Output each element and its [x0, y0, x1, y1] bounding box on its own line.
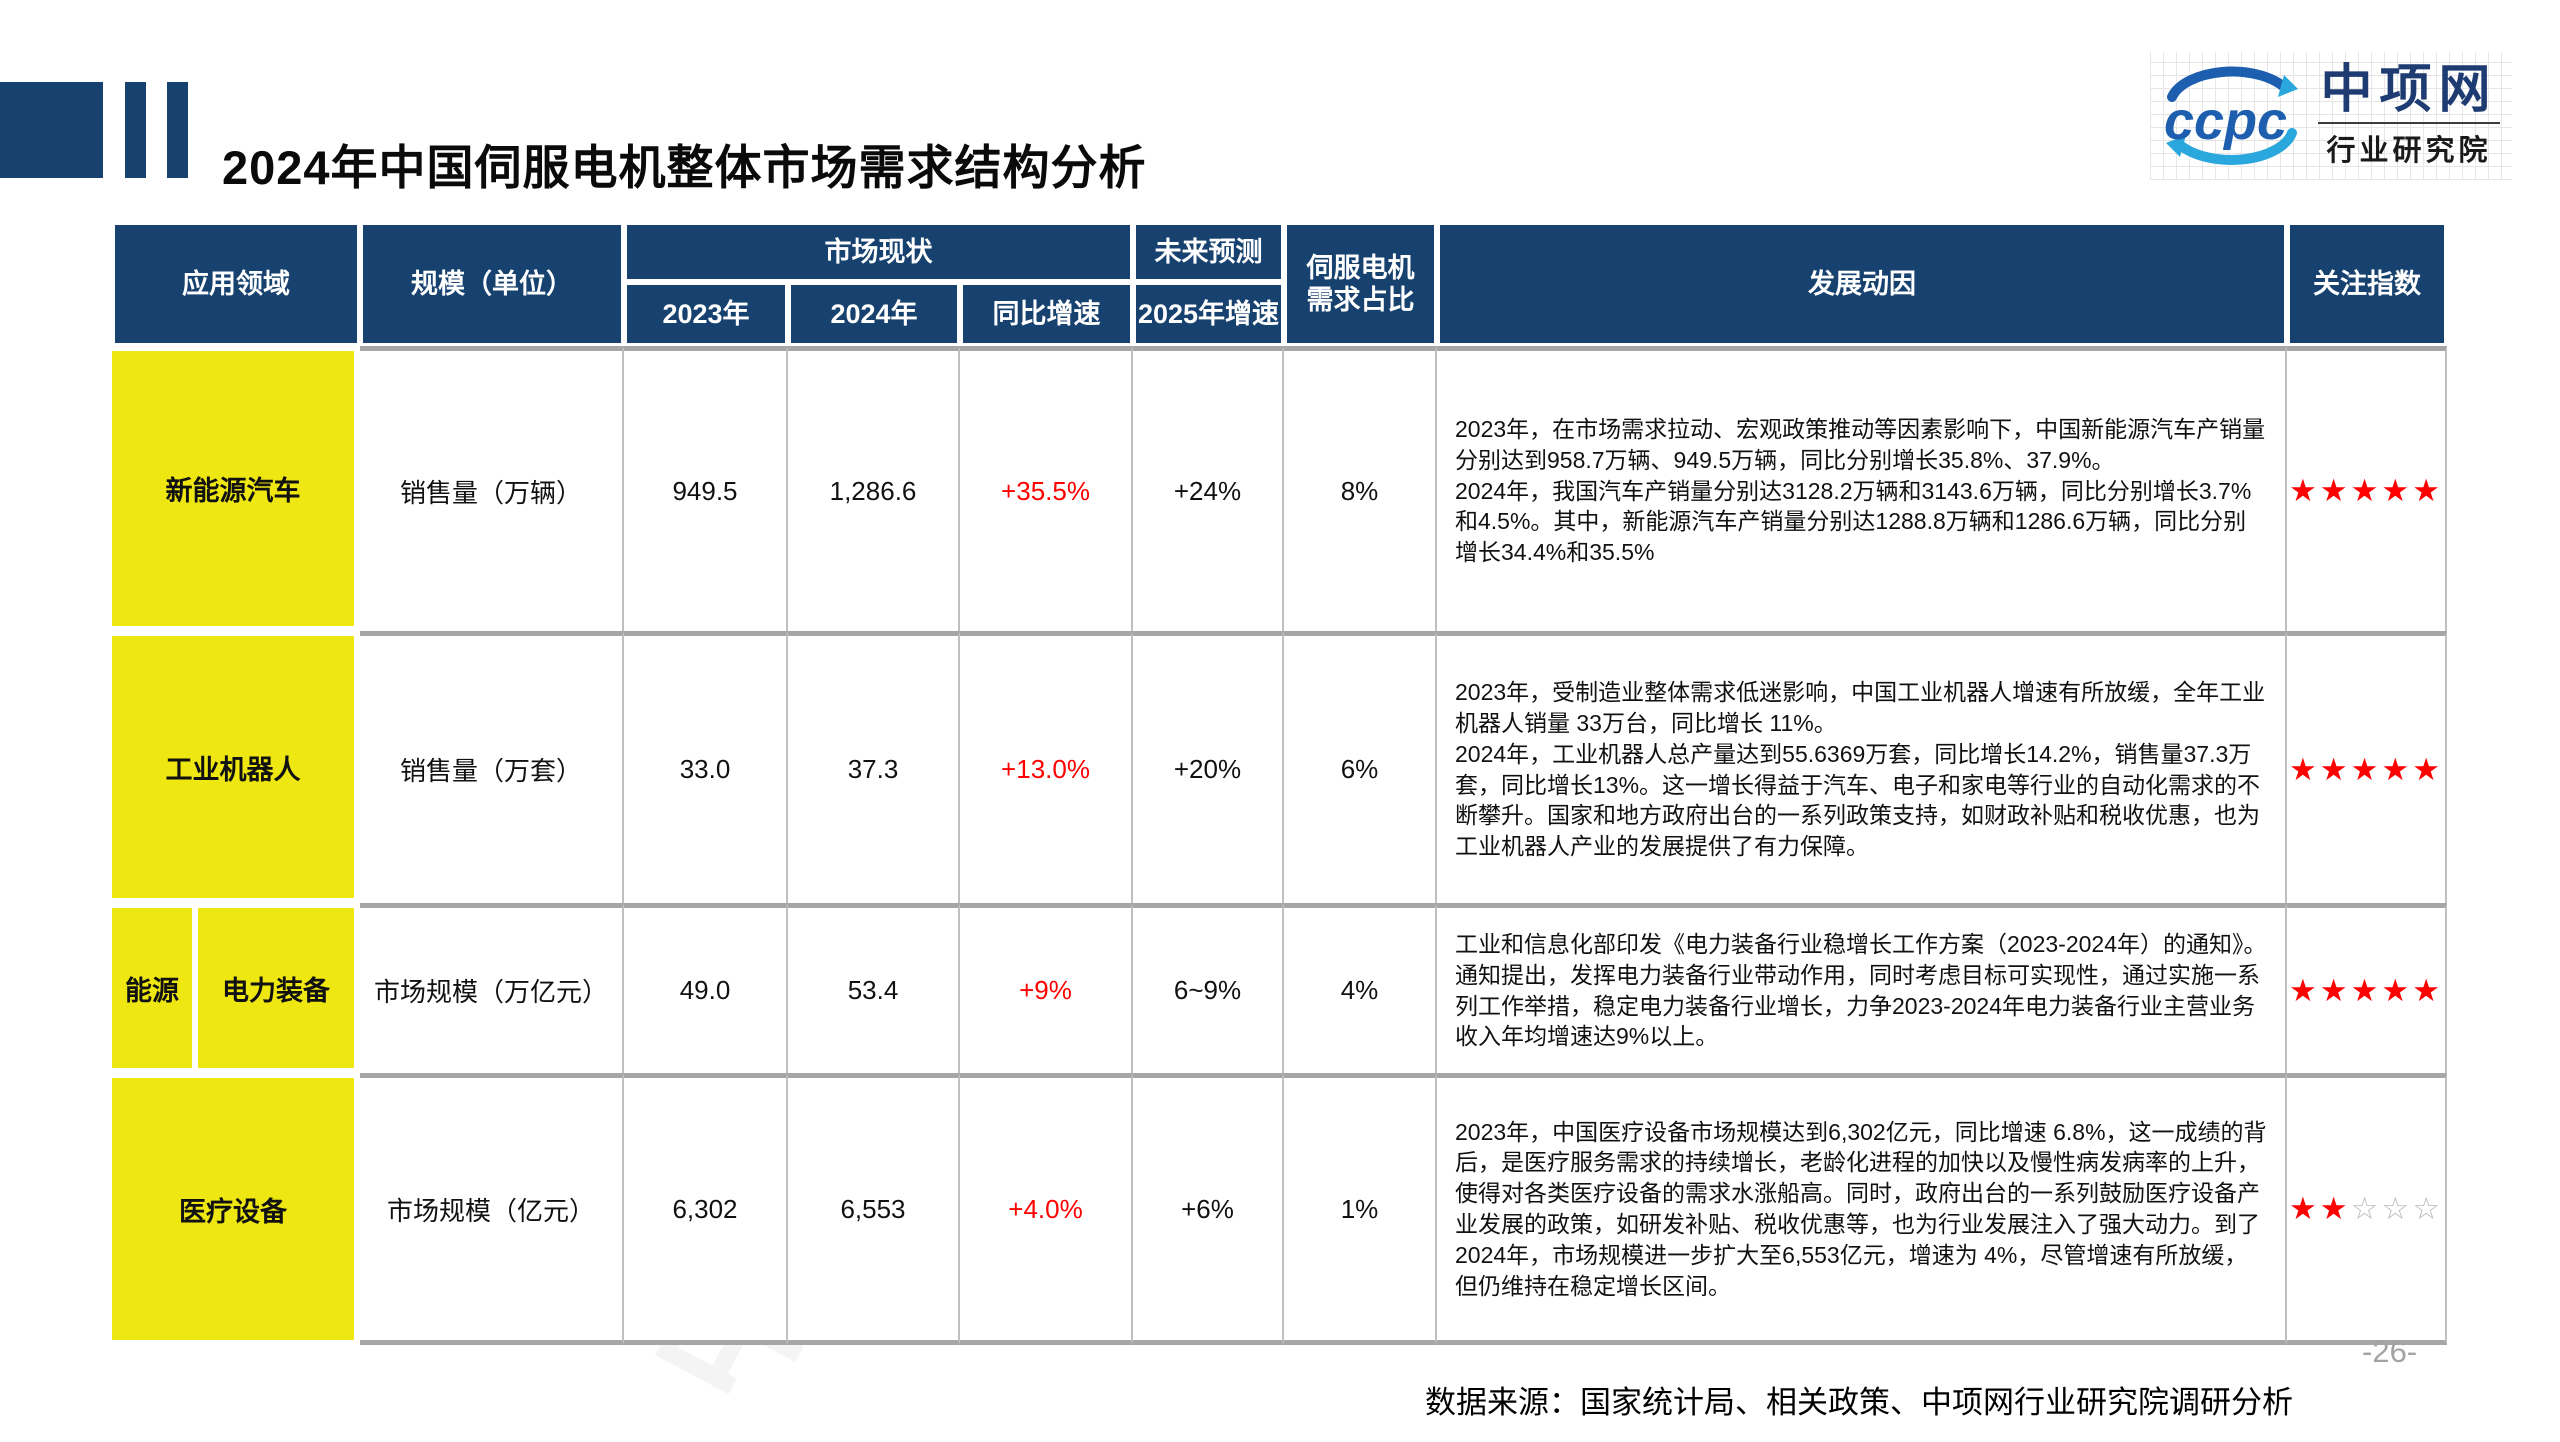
star-icon: ★ — [2412, 972, 2443, 1008]
value-2023: 33.0 — [624, 631, 788, 903]
category-label: 新能源汽车 — [112, 351, 354, 626]
table-row-category-cell: 医疗设备 — [112, 1073, 360, 1345]
logo-text-block: 中项网 行业研究院 — [2318, 63, 2500, 170]
data-source-note: 数据来源：国家统计局、相关政策、中项网行业研究院调研分析 — [1425, 1385, 2293, 1420]
value-servo-share: 4% — [1284, 903, 1437, 1073]
header-2024: 2024年 — [788, 282, 960, 346]
star-icon: ★ — [2381, 751, 2413, 787]
star-icon: ★ — [2319, 473, 2351, 508]
attention-stars: ★★★★★ — [2287, 346, 2447, 631]
category-label: 医疗设备 — [112, 1078, 354, 1340]
table-row-category-cell: 新能源汽车 — [112, 346, 360, 631]
star-icon: ★ — [2289, 473, 2320, 508]
star-icon: ★ — [2289, 751, 2320, 787]
star-icon: ★ — [2319, 972, 2351, 1008]
category-label: 电力装备 — [198, 908, 354, 1068]
header-2023: 2023年 — [624, 282, 788, 346]
star-icon: ☆ — [2350, 1191, 2382, 1226]
title-decor-bar-2 — [167, 82, 188, 178]
value-2025-growth: +6% — [1133, 1073, 1284, 1345]
star-rating: ★★★★★ — [2289, 473, 2443, 509]
title-decor-block — [0, 82, 103, 178]
header-yoy: 同比增速 — [960, 282, 1133, 346]
value-servo-share: 1% — [1284, 1073, 1437, 1345]
star-icon: ☆ — [2412, 1191, 2443, 1226]
value-2023: 6,302 — [624, 1073, 788, 1345]
scale-cell: 市场规模（万亿元） — [360, 903, 624, 1073]
page-title: 2024年中国伺服电机整体市场需求结构分析 — [222, 141, 1147, 195]
value-yoy: +9% — [960, 903, 1133, 1073]
header-scale: 规模（单位） — [360, 222, 624, 346]
header-servo-share-label: 伺服电机需求占比 — [1306, 252, 1415, 315]
header-servo-share: 伺服电机需求占比 — [1284, 222, 1437, 346]
attention-stars: ★★☆☆☆ — [2287, 1073, 2447, 1345]
page-number: -26- — [2362, 1334, 2418, 1369]
ccpc-cycle-icon: ccpc — [2164, 66, 2298, 165]
header-2025-growth: 2025年增速 — [1133, 282, 1284, 346]
header-market-status: 市场现状 — [624, 222, 1133, 282]
market-table: 应用领域 规模（单位） 市场现状 未来预测 伺服电机需求占比 发展动因 关注指数… — [112, 222, 2447, 1345]
value-2023: 949.5 — [624, 346, 788, 631]
value-2024: 1,286.6 — [788, 346, 960, 631]
category-label: 工业机器人 — [112, 636, 354, 898]
value-2025-growth: +20% — [1133, 631, 1284, 903]
scale-cell: 销售量（万辆） — [360, 346, 624, 631]
scale-cell: 市场规模（亿元） — [360, 1073, 624, 1345]
star-icon: ★ — [2412, 751, 2443, 787]
value-2023: 49.0 — [624, 903, 788, 1073]
scale-cell: 销售量（万套） — [360, 631, 624, 903]
value-servo-share: 8% — [1284, 346, 1437, 631]
header-driver: 发展动因 — [1437, 222, 2287, 346]
value-2025-growth: +24% — [1133, 346, 1284, 631]
value-servo-share: 6% — [1284, 631, 1437, 903]
star-icon: ★ — [2350, 751, 2382, 787]
star-icon: ★ — [2319, 751, 2351, 787]
header-attention: 关注指数 — [2287, 222, 2447, 346]
value-yoy: +13.0% — [960, 631, 1133, 903]
category-prefix-label: 能源 — [112, 908, 192, 1068]
value-2024: 6,553 — [788, 1073, 960, 1345]
value-yoy: +4.0% — [960, 1073, 1133, 1345]
logo-divider — [2318, 122, 2500, 125]
header-application: 应用领域 — [112, 222, 360, 346]
star-icon: ★ — [2350, 972, 2382, 1008]
star-icon: ★ — [2289, 972, 2320, 1008]
driver-text: 工业和信息化部印发《电力装备行业稳增长工作方案（2023-2024年）的通知》。… — [1437, 903, 2287, 1073]
star-rating: ★★☆☆☆ — [2289, 1191, 2443, 1227]
driver-text: 2023年，中国医疗设备市场规模达到6,302亿元，同比增速 6.8%，这一成绩… — [1437, 1073, 2287, 1345]
driver-text: 2023年，在市场需求拉动、宏观政策推动等因素影响下，中国新能源汽车产销量分别达… — [1437, 346, 2287, 631]
value-2024: 53.4 — [788, 903, 960, 1073]
value-yoy: +35.5% — [960, 346, 1133, 631]
attention-stars: ★★★★★ — [2287, 903, 2447, 1073]
header-forecast: 未来预测 — [1133, 222, 1284, 282]
title-decor-bar-1 — [125, 82, 146, 178]
table-row-category-cell: 工业机器人 — [112, 631, 360, 903]
attention-stars: ★★★★★ — [2287, 631, 2447, 903]
star-rating: ★★★★★ — [2289, 752, 2443, 788]
driver-text: 2023年，受制造业整体需求低迷影响，中国工业机器人增速有所放缓，全年工业机器人… — [1437, 631, 2287, 903]
value-2025-growth: 6~9% — [1133, 903, 1284, 1073]
logo: ccpc 中项网 行业研究院 — [2150, 52, 2512, 180]
star-icon: ★ — [2381, 972, 2413, 1008]
star-icon: ★ — [2350, 473, 2382, 508]
table-row-category-cell: 能源 电力装备 — [112, 903, 360, 1073]
value-2024: 37.3 — [788, 631, 960, 903]
logo-name: 中项网 — [2320, 60, 2498, 119]
star-icon: ☆ — [2381, 1191, 2413, 1226]
star-icon: ★ — [2289, 1191, 2320, 1226]
star-icon: ★ — [2381, 473, 2413, 508]
logo-subtitle: 行业研究院 — [2326, 135, 2492, 168]
logo-acronym: ccpc — [2164, 91, 2287, 151]
star-rating: ★★★★★ — [2289, 973, 2443, 1009]
star-icon: ★ — [2319, 1191, 2351, 1226]
star-icon: ★ — [2412, 473, 2443, 508]
header-2025-growth-label: 2025年增速 — [1137, 298, 1280, 329]
